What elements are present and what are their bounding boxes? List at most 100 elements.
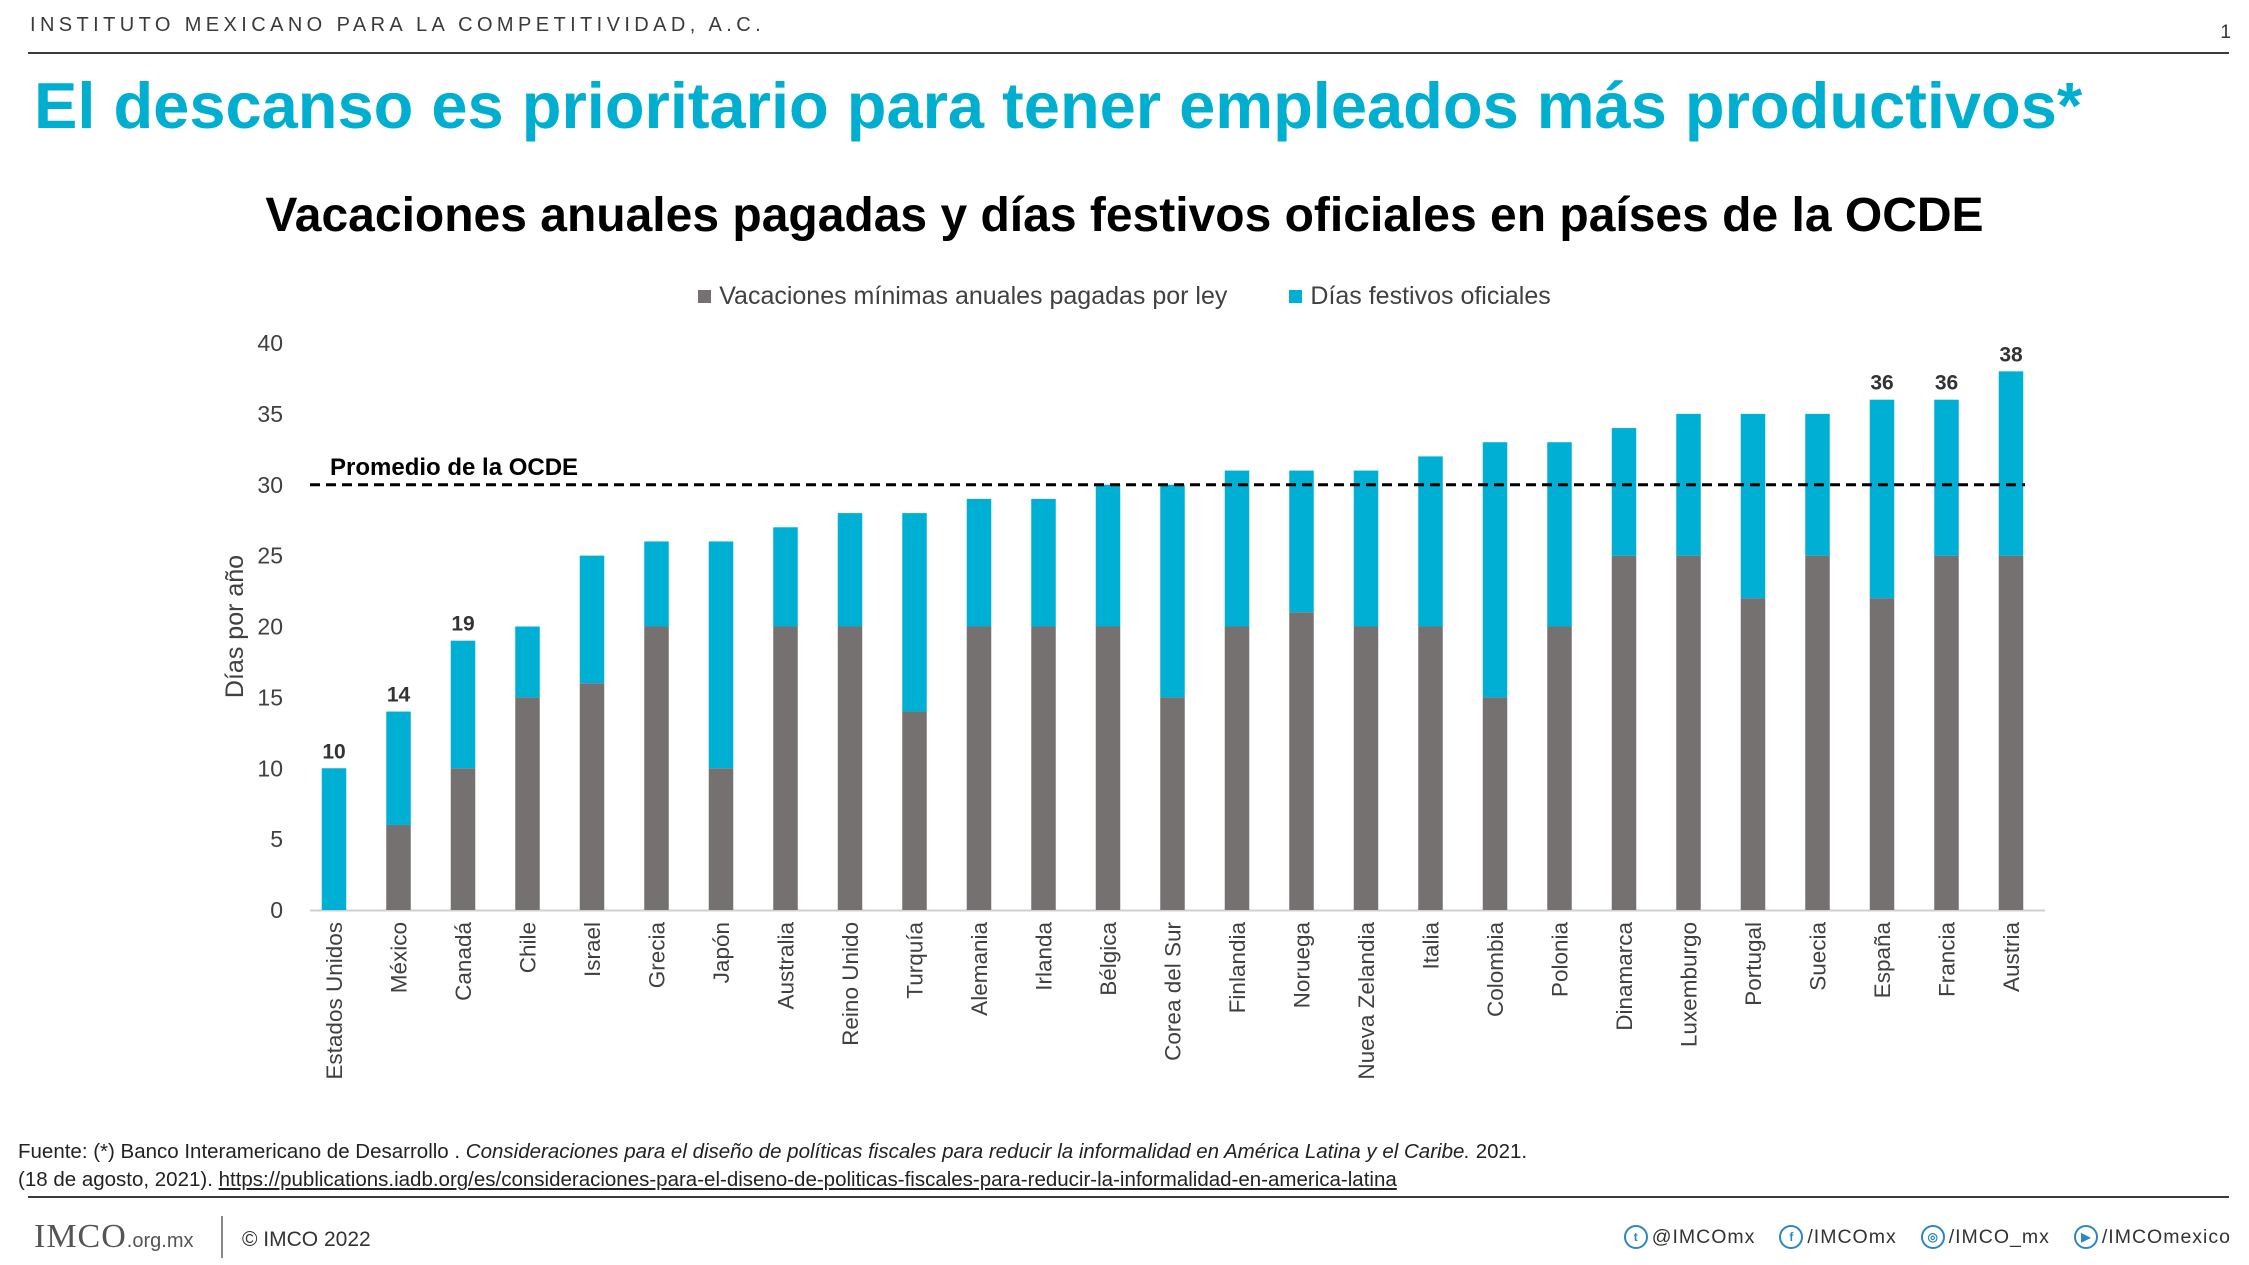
bar-vacaciones — [1998, 555, 2024, 910]
social-youtube[interactable]: ▶ /IMCOmexico — [2073, 1225, 2231, 1249]
data-label: 38 — [1999, 343, 2023, 366]
y-tick-label: 10 — [257, 755, 283, 781]
bar-vacaciones — [644, 626, 669, 910]
bar-vacaciones — [579, 683, 605, 910]
bar-festivos — [644, 541, 669, 627]
chart-legend: Vacaciones mínimas anuales pagadas por l… — [0, 282, 2249, 311]
bar-festivos — [1095, 484, 1121, 627]
x-tick-label: Finlandia — [1225, 922, 1250, 1014]
x-tick-label: Austria — [1999, 922, 2024, 993]
y-tick-label: 20 — [257, 614, 283, 640]
x-tick-label: Nueva Zelandia — [1354, 922, 1379, 1080]
data-label: 14 — [387, 684, 411, 707]
source-year: 2021. — [1470, 1140, 1528, 1163]
bar-festivos — [579, 555, 605, 684]
y-tick-label: 0 — [270, 897, 283, 923]
bar-festivos — [1418, 456, 1443, 627]
bar-festivos — [515, 626, 540, 698]
bar-vacaciones — [1482, 697, 1508, 910]
bar-festivos — [1740, 413, 1766, 599]
reference-line-group: Promedio de la OCDE — [310, 454, 2025, 487]
source-date: (18 de agosto, 2021). — [18, 1168, 219, 1191]
x-tick-label: Japón — [709, 922, 734, 983]
bar-festivos — [1031, 498, 1056, 627]
source-title: Consideraciones para el diseño de políti… — [465, 1140, 1471, 1163]
legend-label-vacaciones: Vacaciones mínimas anuales pagadas por l… — [719, 282, 1228, 310]
bar-vacaciones — [1418, 626, 1443, 910]
y-tick-label: 15 — [257, 684, 283, 710]
y-tick-label: 30 — [257, 472, 283, 498]
legend-item-vacaciones: Vacaciones mínimas anuales pagadas por l… — [698, 282, 1227, 311]
bar-vacaciones — [1031, 626, 1056, 910]
x-tick-label: Australia — [774, 922, 799, 1010]
imco-logo[interactable]: IMCO.org.mx — [34, 1218, 193, 1256]
y-tick-label: 35 — [257, 401, 283, 427]
y-axis-title: Días por año — [221, 555, 249, 698]
data-label: 10 — [322, 740, 345, 763]
x-tick-label: Irlanda — [1032, 922, 1057, 991]
x-tick-label: Noruega — [1290, 922, 1315, 1009]
x-tick-label: Colombia — [1483, 922, 1508, 1018]
ocde-average-label: Promedio de la OCDE — [330, 454, 578, 481]
source-line-2: (18 de agosto, 2021). https://publicatio… — [18, 1166, 1527, 1194]
x-tick-label: Francia — [1935, 922, 1960, 998]
x-tick-label: Suecia — [1806, 922, 1831, 991]
data-label: 19 — [451, 613, 474, 636]
bar-festivos — [1224, 470, 1250, 627]
twitter-icon: t — [1623, 1225, 1648, 1249]
bar-vacaciones — [773, 626, 798, 910]
y-tick-label: 5 — [270, 826, 283, 852]
bar-vacaciones — [1740, 598, 1766, 910]
legend-label-festivos: Días festivos oficiales — [1310, 282, 1551, 310]
bar-festivos — [450, 640, 476, 769]
bar-vacaciones — [1805, 555, 1830, 910]
x-tick-label: Turquía — [903, 922, 928, 999]
bar-festivos — [966, 498, 992, 627]
x-tick-label: Alemania — [967, 922, 992, 1016]
youtube-icon: ▶ — [2073, 1225, 2098, 1249]
y-tick-label: 25 — [257, 543, 283, 569]
facebook-handle: /IMCOmx — [1807, 1225, 1897, 1248]
top-divider — [28, 52, 2229, 54]
instagram-icon: ◎ — [1920, 1225, 1945, 1249]
social-instagram[interactable]: ◎ /IMCO_mx — [1920, 1225, 2050, 1249]
source-link[interactable]: https://publications.iadb.org/es/conside… — [218, 1168, 1397, 1191]
bottom-divider — [28, 1196, 2229, 1198]
source-note: Fuente: (*) Banco Interamericano de Desa… — [18, 1138, 1527, 1194]
bar-vacaciones — [1547, 626, 1572, 910]
social-links: t @IMCOmx f /IMCOmx ◎ /IMCO_mx ▶ /IMCOme… — [1623, 1225, 2231, 1249]
bar-festivos — [1934, 399, 1959, 556]
footer-separator — [221, 1216, 223, 1258]
bar-festivos — [1869, 399, 1895, 599]
bar-vacaciones — [1676, 555, 1701, 910]
x-tick-label: Reino Unido — [838, 922, 863, 1046]
bars-group — [321, 371, 2024, 910]
bar-vacaciones — [386, 824, 411, 910]
x-axis-labels: Estados Unidos México Canadá Chile Israel Gre… — [322, 921, 2024, 1079]
data-label: 36 — [1935, 372, 1958, 395]
facebook-icon: f — [1779, 1225, 1804, 1249]
x-tick-label: Portugal — [1741, 922, 1766, 1006]
bar-vacaciones — [708, 768, 734, 910]
social-facebook[interactable]: f /IMCOmx — [1779, 1225, 1896, 1249]
bar-festivos — [1353, 470, 1379, 627]
bar-vacaciones — [966, 626, 992, 910]
bar-festivos — [1547, 442, 1572, 627]
y-tick-label: 40 — [257, 330, 283, 356]
x-tick-label: Polonia — [1548, 922, 1573, 998]
bar-festivos — [1998, 371, 2024, 556]
bar-festivos — [1289, 470, 1314, 613]
social-twitter[interactable]: t @IMCOmx — [1623, 1225, 1756, 1249]
chart-plot: 0 5 10 15 20 25 30 35 40 Días por año Promedio de… — [221, 330, 2045, 1080]
x-tick-label: Italia — [1419, 922, 1444, 970]
bar-vacaciones — [902, 711, 927, 910]
bar-festivos — [902, 513, 927, 712]
org-header: INSTITUTO MEXICANO PARA LA COMPETITIVIDA… — [30, 14, 766, 36]
bar-vacaciones — [1224, 626, 1250, 910]
instagram-handle: /IMCO_mx — [1948, 1225, 2050, 1248]
bar-vacaciones — [450, 768, 476, 910]
bar-vacaciones — [837, 626, 863, 910]
bar-vacaciones — [1353, 626, 1379, 910]
bar-vacaciones — [1611, 555, 1637, 910]
x-tick-label: Chile — [516, 922, 541, 973]
